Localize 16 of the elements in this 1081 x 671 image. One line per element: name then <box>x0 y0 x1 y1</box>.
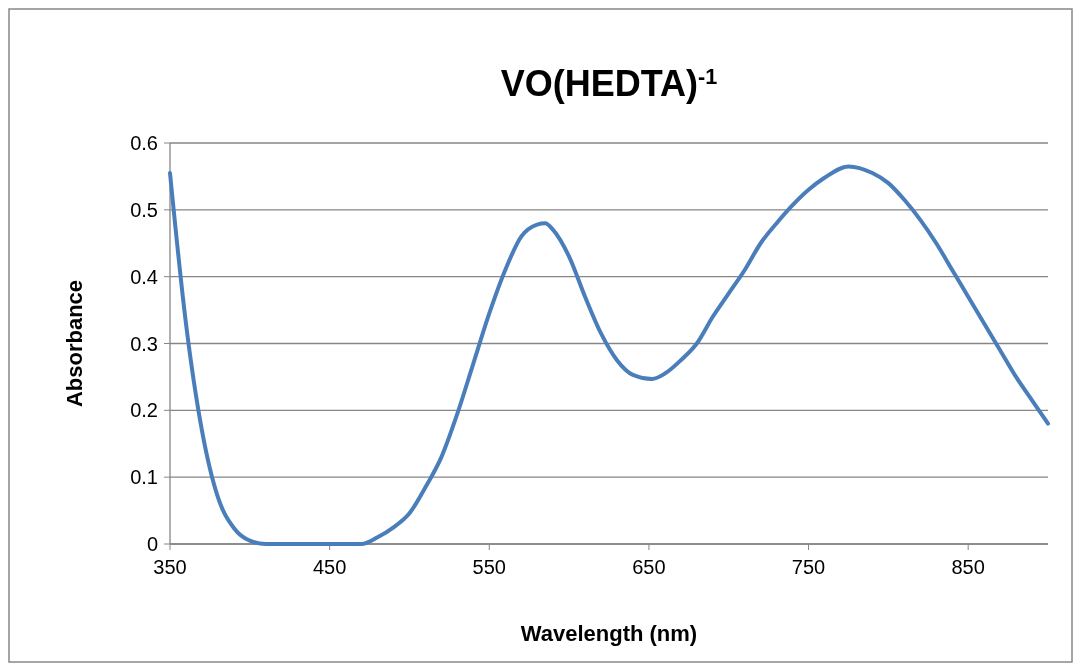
x-axis-title: Wavelength (nm) <box>520 621 698 646</box>
y-tick-label: 0.1 <box>130 466 158 489</box>
y-tick-label: 0.6 <box>130 132 158 154</box>
x-tick-label: 650 <box>632 556 666 578</box>
y-tick-label: 0.2 <box>130 399 158 422</box>
x-tick-label: 550 <box>472 556 506 578</box>
y-tick-label: 0.5 <box>130 198 158 221</box>
y-axis-title: Absorbance <box>62 279 87 408</box>
chart-title: VO(HEDTA)$^{-1}$ <box>500 63 718 104</box>
x-tick-label: 850 <box>951 556 985 578</box>
x-tick-label: 350 <box>153 556 187 578</box>
y-tick-label: 0.3 <box>130 332 158 355</box>
y-tick-label: 0.4 <box>130 265 158 288</box>
y-tick-label: 0 <box>146 533 158 555</box>
x-tick-label: 450 <box>312 556 347 578</box>
x-tick-label: 750 <box>791 556 826 578</box>
